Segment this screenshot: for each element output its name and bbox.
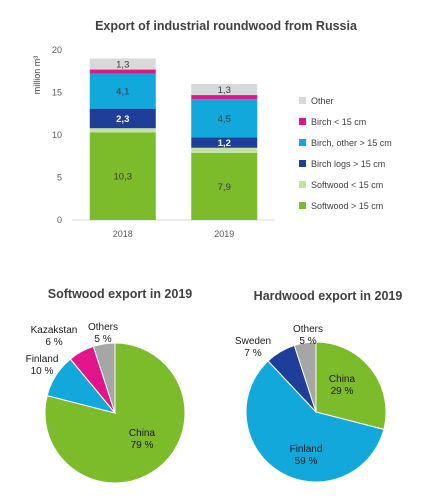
legend-swatch-other [299, 97, 306, 104]
legend-swatch-softwood_gt15 [299, 202, 306, 209]
pie-label-name: Finland [290, 444, 323, 455]
pie-label-name: Others [88, 322, 118, 333]
pie-label-value: 79 % [131, 440, 154, 451]
bar-segment-birch_logs-2019 [191, 137, 258, 148]
bar-data-label: 4,5 [218, 114, 231, 125]
legend-label: Birch < 15 cm [311, 117, 366, 127]
bar-chart-title: Export of industrial roundwood from Russ… [95, 19, 358, 33]
pie-label-name: Kazakstan [31, 325, 78, 336]
softwood-pie-title: Softwood export in 2019 [48, 287, 193, 301]
pie-slice-china [315, 341, 387, 431]
pie-label-value: 7 % [244, 348, 261, 359]
x-tick-label: 2019 [214, 229, 234, 239]
pie-label-value: 29 % [331, 386, 354, 397]
bar-segment-birch_lt15-2019 [191, 95, 258, 100]
hardwood-pie-title: Hardwood export in 2019 [254, 289, 403, 303]
pie-label-name: Others [293, 324, 323, 335]
pie-label-value: 5 % [299, 336, 316, 347]
bar-segment-softwood_lt15-2019 [191, 147, 258, 153]
pie-label-name: China [129, 428, 156, 439]
y-tick-label: 20 [52, 45, 62, 55]
legend-label: Other [311, 96, 334, 106]
y-tick-label: 5 [57, 173, 62, 183]
pie-label-name: China [329, 374, 356, 385]
bar-chart-legend: Other Birch < 15 cm Birch, other > 15 cm Bi… [299, 96, 392, 211]
pie-label-name: Finland [26, 354, 59, 365]
legend-swatch-birch_logs [299, 160, 306, 167]
legend-swatch-softwood_lt15 [299, 181, 306, 188]
bar-segment-softwood_gt15-2018 [89, 132, 156, 220]
bar-segment-birch_lt15-2018 [89, 69, 156, 74]
y-tick-label: 15 [52, 88, 62, 98]
legend-swatch-birch_other [299, 139, 306, 146]
bar-segment-birch_other-2019 [191, 99, 258, 138]
bar-segment-other-2019 [191, 84, 258, 96]
bar-segment-birch_other-2018 [89, 73, 156, 109]
bar-data-label: 2,3 [116, 114, 129, 125]
bar-data-label: 10,3 [114, 172, 133, 183]
bar-data-label: 1,3 [218, 85, 231, 96]
pie-label-value: 6 % [45, 337, 62, 348]
pie-label-value: 5 % [94, 334, 111, 345]
bar-segment-other-2018 [89, 58, 156, 70]
pie-slice-others [92, 342, 116, 414]
legend-label: Softwood > 15 cm [311, 201, 383, 211]
bar-segment-softwood_lt15-2018 [89, 128, 156, 133]
bar-data-label: 7,9 [218, 182, 231, 193]
pie-label-name: Sweden [235, 336, 271, 347]
bar-data-label: 1,2 [218, 138, 231, 149]
bar-data-label: 4,1 [116, 87, 129, 98]
bar-segment-softwood_gt15-2019 [191, 152, 258, 220]
legend-label: Birch, other > 15 cm [311, 138, 392, 148]
legend-label: Softwood < 15 cm [311, 180, 383, 190]
legend-label: Birch logs > 15 cm [311, 159, 385, 169]
pie-label-value: 59 % [295, 456, 318, 467]
pie-slice-others [293, 341, 317, 413]
pie-slice-finland [245, 360, 385, 483]
bar-data-label: 1,3 [116, 60, 129, 71]
x-tick-label: 2018 [113, 229, 133, 239]
bar-chart-bars: 10,3 2,3 4,1 1,3 7,9 1,2 4,5 1,3 [89, 58, 258, 220]
pie-label-value: 10 % [31, 366, 54, 377]
bar-chart-y-axis-label: million m³ [32, 56, 42, 95]
y-tick-label: 10 [52, 130, 62, 140]
y-tick-label: 0 [57, 215, 62, 225]
bar-segment-birch_logs-2018 [89, 108, 156, 129]
legend-swatch-birch_lt15 [299, 118, 306, 125]
